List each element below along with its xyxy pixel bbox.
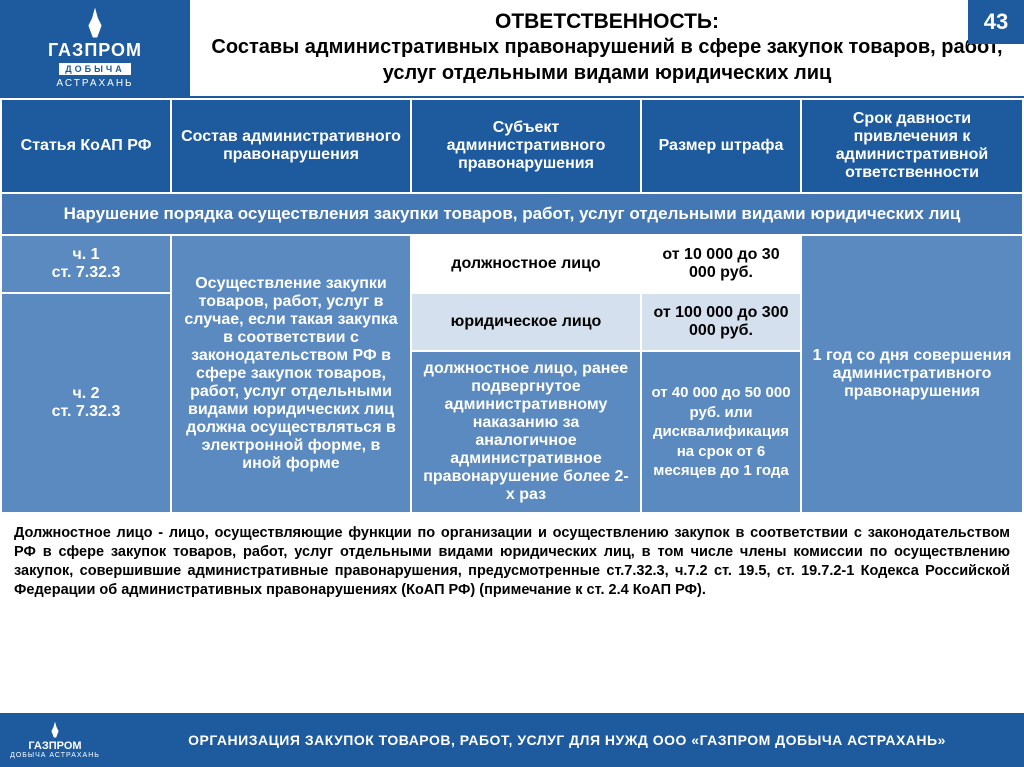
col-header-article: Статья КоАП РФ — [1, 99, 171, 193]
footer-logo-brand: ГАЗПРОМ — [28, 740, 81, 752]
col-header-subject: Субъект административного правонарушения — [411, 99, 641, 193]
flame-icon — [49, 722, 61, 738]
slide-header: ГАЗПРОМ ДОБЫЧА АСТРАХАНЬ ОТВЕТСТВЕННОСТЬ… — [0, 0, 1024, 98]
logo-sub1: ДОБЫЧА — [59, 63, 131, 75]
table-header-row: Статья КоАП РФ Состав административного … — [1, 99, 1023, 193]
slide-footer: ГАЗПРОМ ДОБЫЧА АСТРАХАНЬ ОРГАНИЗАЦИЯ ЗАК… — [0, 713, 1024, 767]
section-title: Нарушение порядка осуществления закупки … — [1, 193, 1023, 235]
gazprom-logo: ГАЗПРОМ ДОБЫЧА АСТРАХАНЬ — [0, 0, 190, 97]
subject-cell-1: должностное лицо — [411, 235, 641, 293]
footer-logo: ГАЗПРОМ ДОБЫЧА АСТРАХАНЬ — [0, 722, 110, 759]
table-row: ч. 1 ст. 7.32.3 Осуществление закупки то… — [1, 235, 1023, 293]
fine-cell-1: от 10 000 до 30 000 руб. — [641, 235, 801, 293]
title-block: ОТВЕТСТВЕННОСТЬ: Составы административны… — [190, 2, 1024, 94]
logo-sub2: АСТРАХАНЬ — [56, 78, 133, 89]
subject-cell-3: должностное лицо, ранее подвергнутое адм… — [411, 351, 641, 513]
main-table: Статья КоАП РФ Состав административного … — [0, 98, 1024, 514]
col-header-composition: Состав административного правонарушения — [171, 99, 411, 193]
slide-number: 43 — [968, 0, 1024, 44]
fine-cell-3: от 40 000 до 50 000 руб. или дисквалифик… — [641, 351, 801, 513]
col-header-fine: Размер штрафа — [641, 99, 801, 193]
section-row: Нарушение порядка осуществления закупки … — [1, 193, 1023, 235]
composition-cell: Осуществление закупки товаров, работ, ус… — [171, 235, 411, 513]
statute-cell: 1 год со дня совершения административног… — [801, 235, 1023, 513]
col-header-statute: Срок давности привлечения к администрати… — [801, 99, 1023, 193]
subject-cell-2: юридическое лицо — [411, 293, 641, 351]
footnote: Должностное лицо - лицо, осуществляющие … — [0, 514, 1024, 609]
article-cell-1: ч. 1 ст. 7.32.3 — [1, 235, 171, 293]
fine-cell-2: от 100 000 до 300 000 руб. — [641, 293, 801, 351]
footer-logo-sub: ДОБЫЧА АСТРАХАНЬ — [10, 752, 100, 759]
title-line1: ОТВЕТСТВЕННОСТЬ: — [210, 10, 1004, 34]
footer-text: ОРГАНИЗАЦИЯ ЗАКУПОК ТОВАРОВ, РАБОТ, УСЛУ… — [110, 732, 1024, 748]
flame-icon — [84, 8, 106, 38]
title-line2: Составы административных правонарушений … — [210, 34, 1004, 86]
article-cell-2: ч. 2 ст. 7.32.3 — [1, 293, 171, 513]
logo-brand: ГАЗПРОМ — [48, 40, 142, 61]
